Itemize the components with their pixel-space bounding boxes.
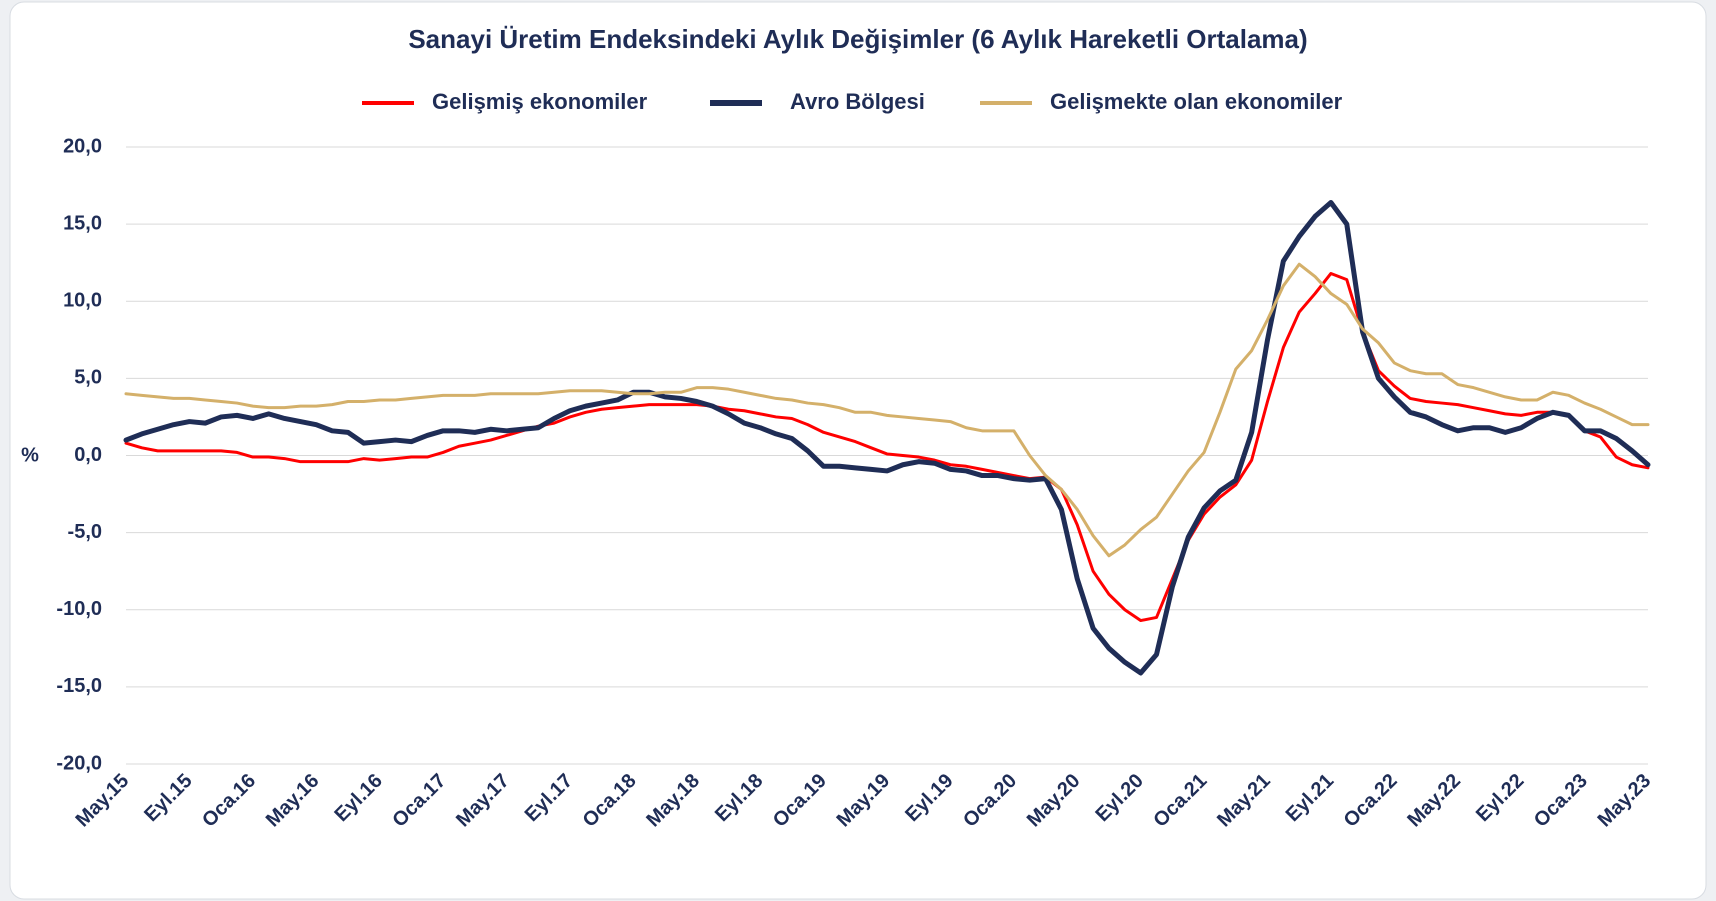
series-line	[124, 262, 1650, 558]
legend-label: Gelişmiş ekonomiler	[432, 89, 648, 114]
series-line	[123, 200, 1651, 676]
chart-title: Sanayi Üretim Endeksindeki Aylık Değişim…	[408, 24, 1307, 54]
series-line	[124, 271, 1650, 623]
y-tick-label: 10,0	[63, 290, 102, 312]
chart-panel	[9, 1, 1707, 900]
y-tick-label: 20,0	[63, 135, 102, 157]
y-tick-label: -15,0	[56, 675, 102, 697]
legend-label: Gelişmekte olan ekonomiler	[1050, 89, 1343, 114]
legend-label: Avro Bölgesi	[790, 89, 925, 114]
y-tick-label: -5,0	[68, 521, 102, 543]
y-tick-label: 5,0	[74, 367, 102, 389]
y-tick-label: -10,0	[56, 598, 102, 620]
y-tick-label: 15,0	[63, 212, 102, 234]
y-axis-label: %	[21, 444, 39, 466]
y-tick-label: 0,0	[74, 444, 102, 466]
y-tick-label: -20,0	[56, 752, 102, 774]
